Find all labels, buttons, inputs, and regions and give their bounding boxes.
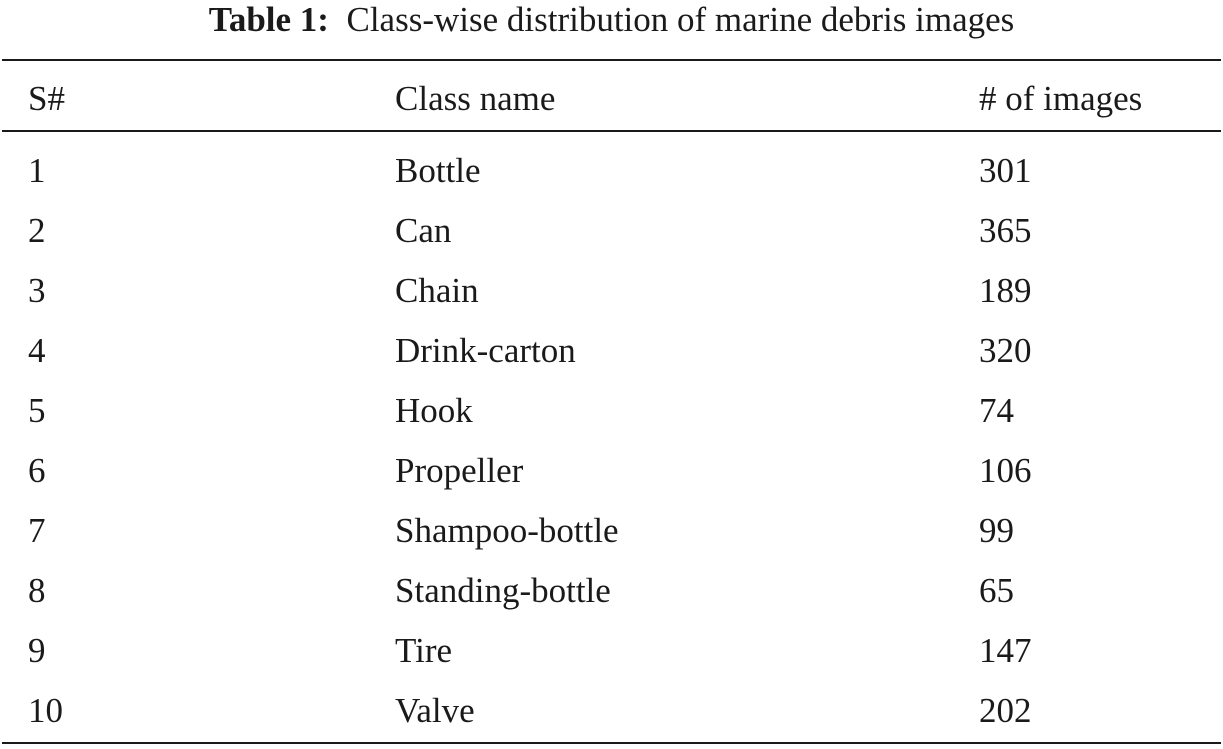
row-cell-class-name: Standing-bottle bbox=[395, 571, 611, 610]
row-cell-class-name: Shampoo-bottle bbox=[395, 511, 619, 550]
row-cell-class-name: Valve bbox=[395, 691, 475, 730]
row-cell-class-name: Propeller bbox=[395, 451, 524, 490]
row-cell-sn: 5 bbox=[28, 391, 46, 430]
row-cell-sn: 9 bbox=[28, 631, 46, 670]
header-cell-count: # of images bbox=[979, 79, 1143, 118]
header-cell-class-name: Class name bbox=[395, 79, 556, 118]
row-cell-count: 147 bbox=[979, 631, 1032, 670]
row-cell-sn: 7 bbox=[28, 511, 46, 550]
row-cell-count: 202 bbox=[979, 691, 1032, 730]
row-cell-sn: 1 bbox=[28, 151, 46, 190]
row-cell-sn: 3 bbox=[28, 271, 46, 310]
header-cell-sn: S# bbox=[28, 79, 65, 118]
row-cell-sn: 8 bbox=[28, 571, 46, 610]
caption-text: Class-wise distribution of marine debris… bbox=[346, 0, 1015, 39]
row-cell-sn: 6 bbox=[28, 451, 46, 490]
row-cell-count: 99 bbox=[979, 511, 1014, 550]
row-cell-count: 189 bbox=[979, 271, 1032, 310]
row-cell-class-name: Can bbox=[395, 211, 452, 250]
row-cell-sn: 4 bbox=[28, 331, 46, 370]
row-cell-count: 320 bbox=[979, 331, 1032, 370]
row-cell-class-name: Drink-carton bbox=[395, 331, 576, 370]
row-cell-count: 365 bbox=[979, 211, 1032, 250]
row-cell-sn: 2 bbox=[28, 211, 46, 250]
row-cell-class-name: Hook bbox=[395, 391, 473, 430]
row-cell-count: 74 bbox=[979, 391, 1014, 430]
caption-label: Table 1: bbox=[208, 0, 329, 39]
row-cell-class-name: Tire bbox=[395, 631, 453, 670]
row-cell-count: 106 bbox=[979, 451, 1032, 490]
row-cell-class-name: Chain bbox=[395, 271, 479, 310]
top-rule bbox=[2, 59, 1221, 61]
row-cell-sn: 10 bbox=[28, 691, 63, 730]
header-rule bbox=[2, 130, 1221, 132]
row-cell-count: 301 bbox=[979, 151, 1032, 190]
row-cell-class-name: Bottle bbox=[395, 151, 481, 190]
table-caption: Table 1: Class-wise distribution of mari… bbox=[0, 0, 1223, 40]
bottom-rule bbox=[2, 742, 1221, 744]
row-cell-count: 65 bbox=[979, 571, 1014, 610]
